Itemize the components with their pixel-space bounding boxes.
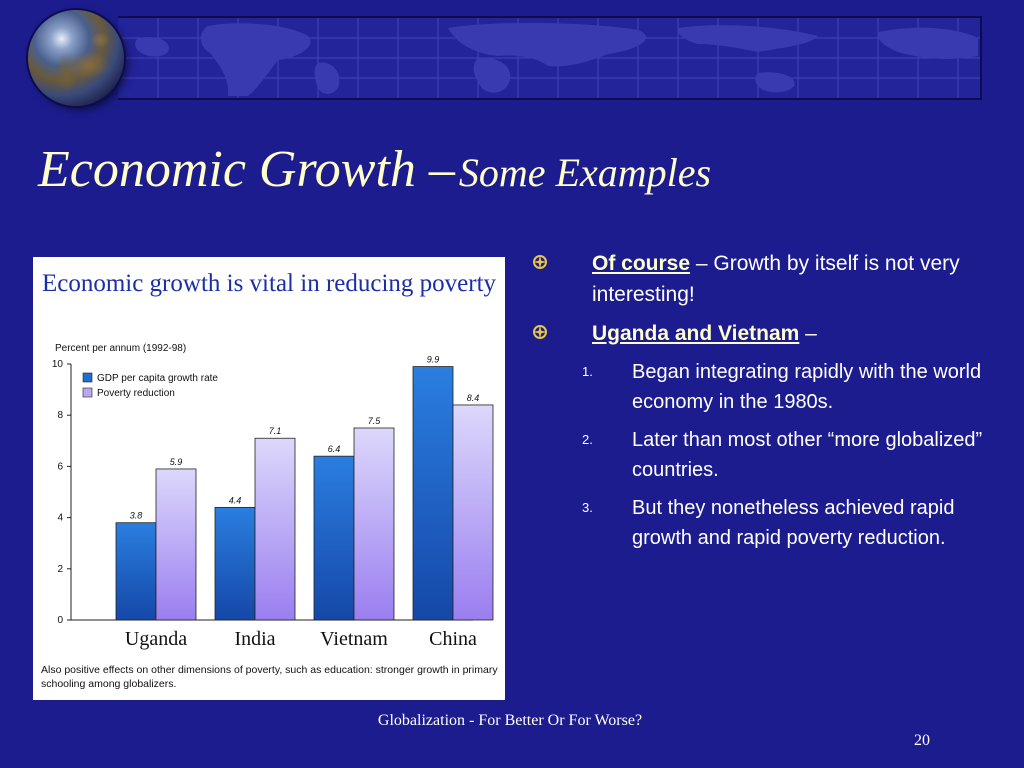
data-label: 7.5 — [368, 416, 382, 426]
category-label: Vietnam — [320, 628, 388, 650]
legend-swatch — [82, 387, 93, 398]
compass-star-icon — [533, 325, 547, 339]
numbered-item: 2. Later than most other “more globalize… — [532, 425, 1002, 485]
category-label: Uganda — [125, 628, 187, 650]
legend-swatch — [82, 372, 93, 383]
y-tick-label: 10 — [52, 359, 64, 370]
bullet-item: Uganda and Vietnam – — [532, 318, 1002, 349]
title-main: Economic Growth – — [38, 141, 455, 198]
y-tick-label: 0 — [57, 615, 63, 626]
bar-gdp — [313, 455, 355, 621]
y-tick-label: 4 — [57, 513, 63, 524]
numbered-item: 1. Began integrating rapidly with the wo… — [532, 357, 1002, 417]
item-number: 3. — [582, 500, 593, 515]
item-text: But they nonetheless achieved rapid grow… — [632, 497, 955, 549]
item-number: 1. — [582, 364, 593, 379]
slide-title: Economic Growth – Some Examples — [38, 140, 998, 199]
bullet-highlight: Of course — [592, 252, 691, 275]
data-label: 5.9 — [170, 457, 183, 467]
compass-star-icon — [533, 255, 547, 269]
item-text: Began integrating rapidly with the world… — [632, 361, 982, 413]
bar-chart: 0 2 4 6 8 10 3.8 5.9 Uganda 4.4 7.1 India 6.4 7.5 Viet… — [52, 355, 494, 650]
data-label: 6.4 — [328, 444, 341, 454]
globe-icon — [28, 10, 124, 106]
bar-poverty — [452, 404, 494, 621]
chart-footnote: Also positive effects on other dimension… — [41, 664, 498, 690]
data-label: 8.4 — [467, 393, 480, 403]
world-map-grid — [118, 18, 980, 98]
numbered-item: 3. But they nonetheless achieved rapid g… — [532, 493, 1002, 553]
data-label: 7.1 — [269, 426, 282, 436]
bullet-text: – — [799, 322, 817, 345]
item-text: Later than most other “more globalized” … — [632, 429, 983, 481]
bullet-item: Of course – Growth by itself is not very… — [532, 248, 1002, 310]
bar-gdp — [115, 522, 157, 621]
y-tick-label: 8 — [57, 410, 63, 421]
footer-text: Globalization - For Better Or For Worse? — [377, 712, 643, 729]
bar-gdp — [412, 366, 454, 621]
chart-title-text: Economic growth is vital in reducing pov… — [41, 270, 497, 297]
bar-poverty — [155, 468, 197, 621]
legend-label: GDP per capita growth rate — [97, 373, 218, 384]
category-label: India — [234, 628, 275, 650]
bullet-list: Of course – Growth by itself is not very… — [532, 248, 1002, 561]
chart-panel: 0 2 4 6 8 10 3.8 5.9 Uganda 4.4 7.1 India 6.4 7.5 Viet… — [33, 257, 505, 700]
data-label: 9.9 — [427, 355, 440, 365]
item-number: 2. — [582, 432, 593, 447]
data-label: 4.4 — [229, 495, 242, 505]
world-map-banner — [118, 16, 982, 100]
legend-label: Poverty reduction — [97, 388, 175, 399]
category-label: China — [429, 628, 477, 650]
chart-title: Economic growth is vital in reducing pov… — [33, 269, 505, 299]
chart-subtitle: Percent per annum (1992-98) — [55, 343, 187, 354]
data-label: 3.8 — [130, 511, 143, 521]
bullet-highlight: Uganda and Vietnam — [592, 322, 800, 345]
bar-gdp — [214, 506, 256, 621]
title-sub: Some Examples — [458, 150, 712, 195]
page-number: 20 — [914, 732, 930, 749]
y-tick-label: 2 — [57, 564, 63, 575]
bar-poverty — [254, 437, 296, 621]
bullet-text: – Growth by itself is not very interesti… — [592, 252, 960, 306]
bar-poverty — [353, 427, 395, 621]
y-tick-label: 6 — [57, 461, 63, 472]
